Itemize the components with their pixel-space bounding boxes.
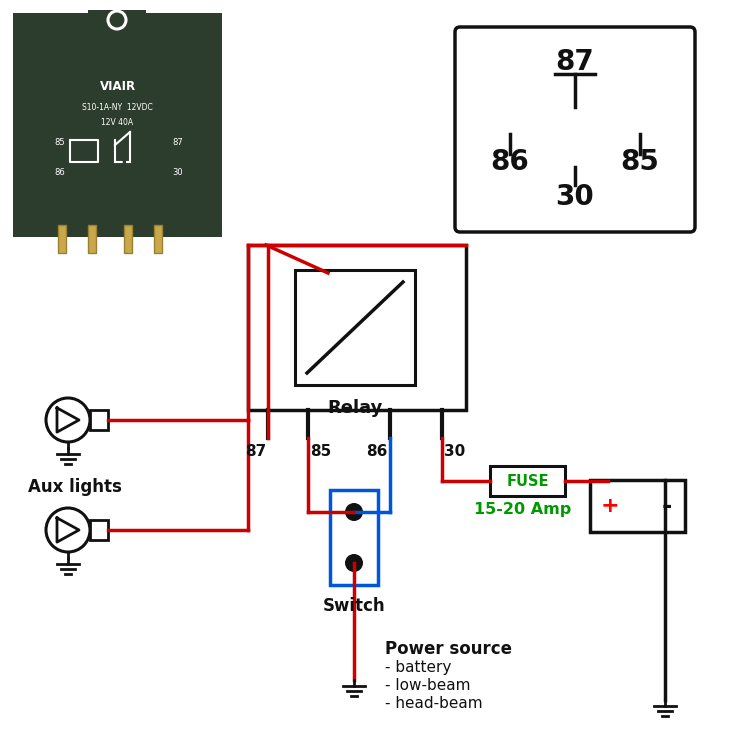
Text: 87: 87 bbox=[556, 48, 595, 76]
Bar bbox=[154, 225, 162, 253]
Bar bbox=[490, 466, 565, 496]
Bar bbox=[590, 480, 685, 532]
Text: Switch: Switch bbox=[322, 597, 386, 615]
Text: 15-20 Amp: 15-20 Amp bbox=[474, 502, 571, 517]
Text: 86: 86 bbox=[491, 148, 529, 176]
Text: - battery: - battery bbox=[385, 660, 451, 675]
FancyBboxPatch shape bbox=[455, 27, 695, 232]
Bar bbox=[90, 520, 108, 540]
Text: VIAIR: VIAIR bbox=[99, 80, 135, 93]
Text: S10-1A-NY  12VDC: S10-1A-NY 12VDC bbox=[82, 103, 153, 112]
Text: 85: 85 bbox=[620, 148, 659, 176]
Text: +: + bbox=[601, 496, 619, 516]
Text: 86: 86 bbox=[54, 168, 65, 177]
Text: 87: 87 bbox=[172, 138, 183, 147]
Text: 12V 40A: 12V 40A bbox=[102, 118, 133, 127]
Text: - low-beam: - low-beam bbox=[385, 678, 470, 693]
Text: - head-beam: - head-beam bbox=[385, 696, 483, 711]
Text: Aux lights: Aux lights bbox=[28, 478, 122, 496]
Text: FUSE: FUSE bbox=[506, 473, 549, 488]
Bar bbox=[90, 410, 108, 430]
Text: 30: 30 bbox=[556, 183, 595, 211]
Text: 85: 85 bbox=[310, 444, 331, 459]
Bar bbox=[88, 225, 96, 253]
Bar bbox=[124, 225, 132, 253]
Text: 85: 85 bbox=[54, 138, 65, 147]
Text: 30: 30 bbox=[444, 444, 465, 459]
Text: Power source: Power source bbox=[385, 640, 512, 658]
Bar bbox=[88, 10, 146, 40]
Bar bbox=[330, 490, 378, 585]
Text: 86: 86 bbox=[367, 444, 388, 459]
Circle shape bbox=[345, 554, 363, 572]
Circle shape bbox=[345, 503, 363, 521]
Bar bbox=[295, 270, 415, 385]
Text: 87: 87 bbox=[245, 444, 266, 459]
Text: -: - bbox=[662, 494, 672, 518]
Bar bbox=[58, 225, 66, 253]
Text: Relay: Relay bbox=[328, 399, 383, 417]
Text: 30: 30 bbox=[172, 168, 183, 177]
Bar bbox=[248, 245, 466, 410]
FancyBboxPatch shape bbox=[13, 13, 222, 237]
